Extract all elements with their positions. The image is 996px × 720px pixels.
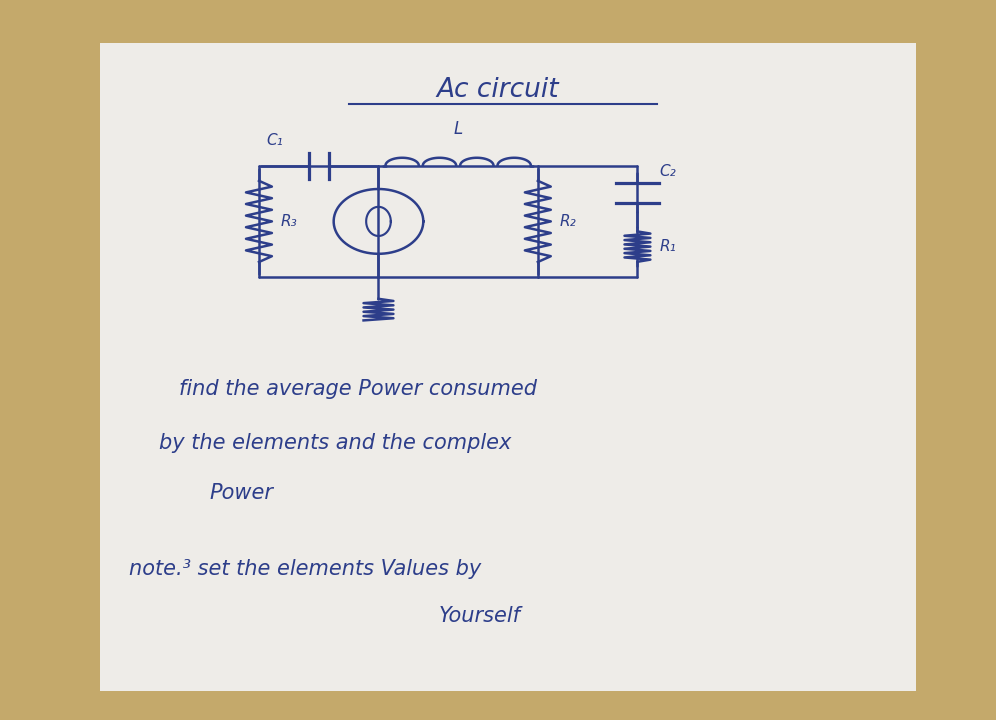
Text: Ac circuit: Ac circuit xyxy=(436,77,560,103)
Text: R₁: R₁ xyxy=(659,239,676,254)
FancyBboxPatch shape xyxy=(100,43,916,691)
Text: Power: Power xyxy=(209,483,273,503)
Text: R₂: R₂ xyxy=(560,214,577,229)
Text: Yourself: Yourself xyxy=(438,606,520,626)
Text: L: L xyxy=(453,120,463,138)
Text: C₁: C₁ xyxy=(267,132,283,148)
Text: by the elements and the complex: by the elements and the complex xyxy=(159,433,512,453)
Text: R₃: R₃ xyxy=(281,214,298,229)
Text: C₂: C₂ xyxy=(659,164,676,179)
Text: find the average Power consumed: find the average Power consumed xyxy=(179,379,537,399)
Text: note.³ set the elements Values by: note.³ set the elements Values by xyxy=(129,559,482,579)
